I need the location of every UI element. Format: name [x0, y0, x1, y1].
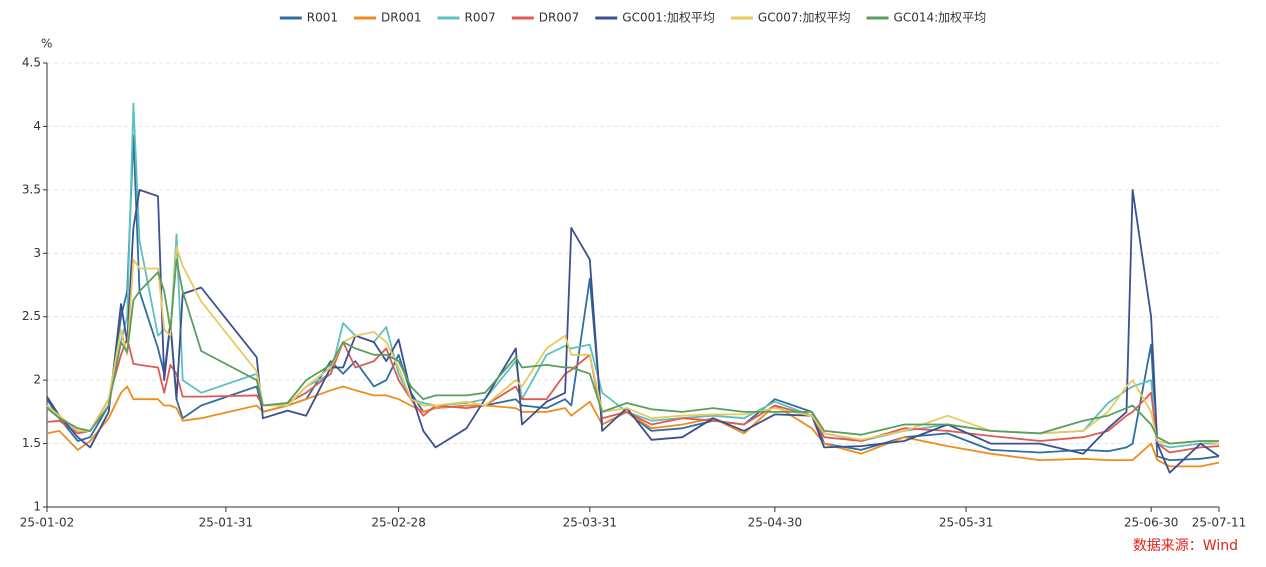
y-tick-label: 3: [33, 246, 41, 260]
y-tick-label: 2: [33, 373, 41, 387]
legend-label: GC014:加权平均: [894, 11, 987, 25]
series-line: [46, 337, 1220, 454]
x-tick-label: 25-07-11: [1192, 516, 1246, 530]
y-unit: %: [41, 37, 52, 51]
y-tick-label: 3.5: [22, 182, 41, 196]
x-tick-label: 25-02-28: [371, 516, 425, 530]
series-line: [46, 189, 1220, 474]
x-tick-label: 25-04-30: [748, 516, 802, 530]
legend-label: R007: [465, 11, 496, 25]
y-tick-label: 4: [33, 119, 41, 133]
y-tick-label: 4.5: [22, 56, 41, 70]
legend: R001 DR001 R007 DR007 GC001:加权平均 GC007:加权平均 GC…: [279, 11, 987, 25]
x-tick-label: 25-01-31: [199, 516, 253, 530]
legend-label: DR007: [539, 11, 579, 25]
x-tick-label: 25-05-31: [939, 516, 993, 530]
legend-label: GC001:加权平均: [622, 11, 715, 25]
legend-label: GC007:加权平均: [758, 11, 851, 25]
series-line: [46, 258, 1219, 445]
legend-label: R001: [307, 11, 338, 25]
x-tick-label: 25-06-30: [1124, 516, 1178, 530]
legend-label: DR001: [381, 11, 421, 25]
y-tick-label: 1.5: [22, 436, 41, 450]
y-tick-label: 1: [33, 500, 41, 514]
x-tick-label: 25-03-31: [563, 516, 617, 530]
x-tick-label: 25-01-02: [20, 516, 74, 530]
source-note: 数据来源：Wind: [1133, 538, 1238, 554]
y-tick-label: 2.5: [22, 309, 41, 323]
